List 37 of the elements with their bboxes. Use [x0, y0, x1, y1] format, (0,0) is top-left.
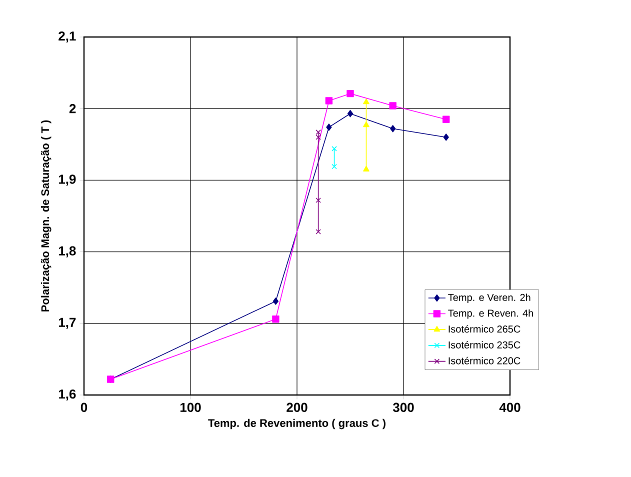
- point: [442, 116, 450, 123]
- point: [363, 98, 370, 104]
- x-tick-label: 100: [180, 402, 201, 412]
- legend-label: Isotérmico 220C: [448, 356, 520, 364]
- point: [332, 146, 337, 152]
- point: [316, 198, 321, 203]
- point: [326, 124, 332, 131]
- point: [389, 102, 396, 110]
- point: [363, 121, 370, 128]
- point: [316, 130, 321, 135]
- x-axis-title: Temp. de Revenimento ( graus C ): [208, 418, 386, 430]
- point: [346, 90, 354, 98]
- legend-label: Isotérmico 235C: [448, 341, 520, 348]
- point: [390, 125, 396, 132]
- point: [272, 316, 280, 323]
- point: [316, 134, 321, 140]
- point: [332, 164, 337, 170]
- legend-label: Temp. e Reven. 4h: [448, 309, 533, 319]
- point: [325, 97, 333, 104]
- y-axis-title: Polarização Magn. de Saturação ( T ): [40, 120, 52, 312]
- point: [443, 134, 449, 141]
- legend-label: Temp. e Veren. 2h: [448, 294, 530, 303]
- point: [363, 166, 370, 172]
- y-tick-label: 2: [69, 104, 76, 114]
- x-tick-label: 0: [80, 402, 88, 412]
- point: [316, 229, 321, 234]
- point: [272, 298, 279, 305]
- y-tick-label: 1,7: [58, 318, 76, 329]
- y-tick-label: 1,6: [58, 389, 76, 401]
- x-tick-label: 400: [499, 402, 520, 412]
- y-tick-label: 1,8: [58, 246, 76, 258]
- x-tick-label: 200: [286, 402, 308, 412]
- y-tick-label: 1,9: [58, 174, 76, 186]
- point: [347, 110, 354, 118]
- legend-label: Isotérmico 265C: [448, 325, 520, 333]
- x-tick-label: 300: [392, 402, 414, 412]
- y-tick-label: 2,1: [58, 31, 76, 43]
